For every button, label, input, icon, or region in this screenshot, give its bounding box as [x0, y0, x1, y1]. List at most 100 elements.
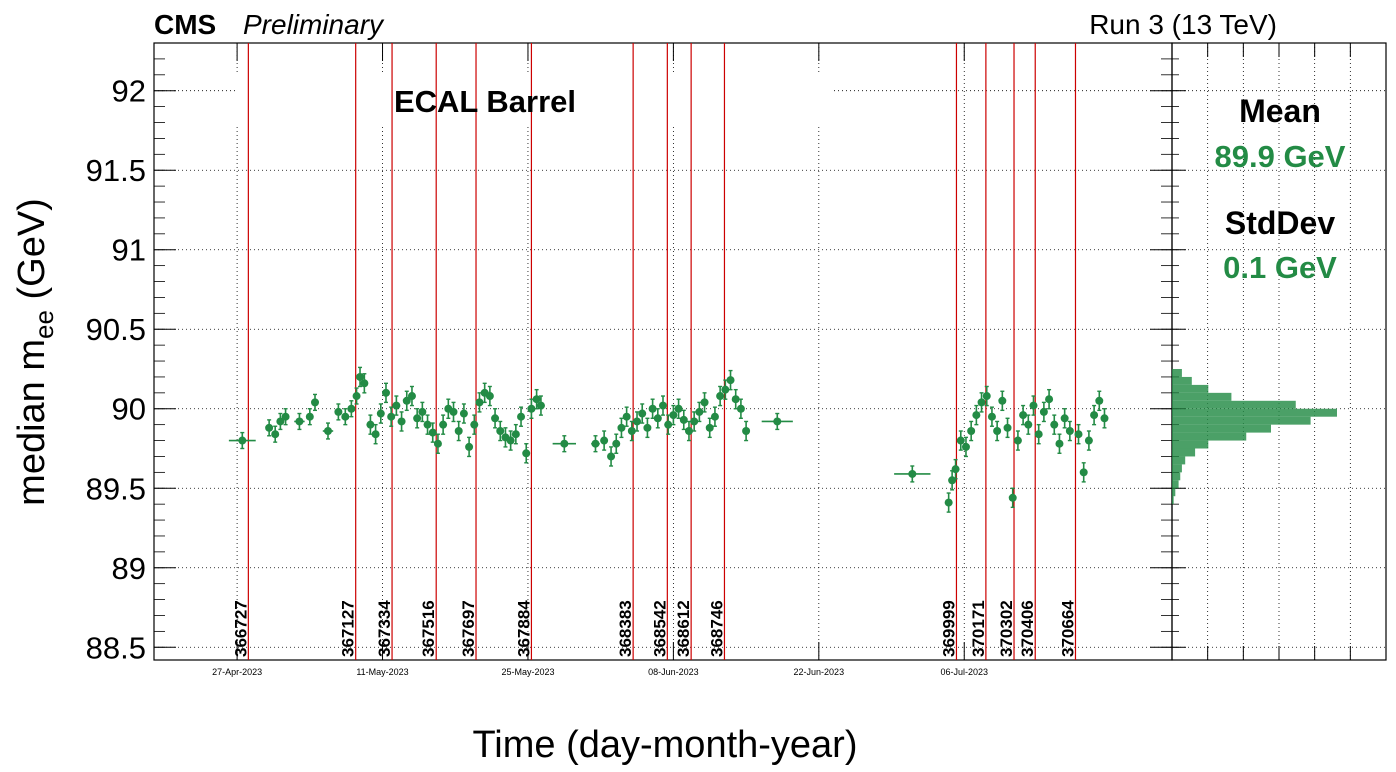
data-point — [987, 406, 996, 427]
marker — [360, 379, 369, 388]
marker — [341, 412, 350, 421]
marker — [1050, 420, 1059, 429]
data-point — [998, 390, 1007, 412]
data-point — [695, 401, 704, 423]
marker — [705, 423, 714, 432]
x-tick-label: 22-Jun-2023 — [794, 667, 845, 677]
data-point — [532, 388, 541, 410]
marker — [653, 414, 662, 423]
marker — [392, 401, 401, 410]
data-point — [506, 430, 515, 451]
data-point — [347, 400, 356, 418]
y-tick-label: 90.5 — [86, 312, 146, 347]
marker — [323, 427, 332, 436]
data-point — [1065, 420, 1074, 442]
run-marker-label: 366727 — [231, 600, 250, 657]
marker — [522, 449, 531, 458]
marker — [295, 417, 304, 426]
marker — [423, 420, 432, 429]
marker — [742, 427, 751, 436]
marker — [977, 398, 986, 407]
histogram-bin — [1172, 472, 1181, 481]
data-points — [228, 366, 1109, 513]
marker — [265, 423, 274, 432]
marker — [1003, 423, 1012, 432]
data-point — [1055, 433, 1064, 454]
data-point — [265, 419, 274, 437]
run-marker-label: 367127 — [339, 600, 358, 657]
marker — [352, 392, 361, 401]
marker — [356, 372, 365, 381]
marker — [674, 404, 683, 413]
data-point — [352, 387, 361, 405]
data-point — [271, 425, 280, 443]
data-point — [1095, 390, 1104, 412]
data-point — [334, 403, 343, 421]
data-point — [710, 406, 719, 427]
data-point — [972, 404, 981, 426]
histogram-bin — [1172, 440, 1209, 449]
run-marker-label: 368746 — [707, 600, 726, 657]
marker — [908, 469, 917, 478]
data-point — [1034, 423, 1043, 445]
data-point — [311, 393, 320, 412]
x-tick-label: 27-Apr-2023 — [212, 667, 262, 677]
marker — [684, 427, 693, 436]
data-point — [617, 417, 626, 439]
data-point — [700, 392, 709, 413]
y-tick-label: 88.5 — [86, 630, 146, 665]
y-axis-title-unit: (GeV) — [11, 198, 53, 310]
data-point — [951, 458, 960, 480]
data-point — [612, 433, 621, 454]
histogram-bin — [1172, 376, 1192, 385]
marker — [1008, 493, 1017, 502]
data-point — [638, 403, 647, 424]
marker — [1090, 411, 1099, 420]
side-axis — [1172, 42, 1351, 660]
marker — [560, 439, 569, 448]
x-tick-label: 25-May-2023 — [501, 667, 554, 677]
data-point — [1003, 417, 1012, 439]
marker — [972, 411, 981, 420]
data-point — [496, 420, 505, 442]
y-axis-title-main: median m — [11, 339, 53, 506]
mean-value: 89.9 GeV — [1215, 139, 1346, 174]
data-point — [761, 412, 793, 431]
data-point — [1060, 408, 1069, 429]
data-point — [1008, 487, 1017, 509]
data-point — [366, 414, 375, 435]
run-markers: 366727 367127 367334 367516 367697 367884 3683… — [231, 43, 1077, 660]
data-point — [622, 406, 631, 427]
marker — [347, 404, 356, 413]
marker — [695, 407, 704, 416]
marker — [517, 412, 526, 421]
data-point — [1045, 388, 1054, 410]
run-marker-label: 368383 — [616, 600, 635, 657]
marker — [439, 420, 448, 429]
data-point — [475, 392, 484, 413]
marker — [281, 412, 290, 421]
marker — [428, 428, 437, 437]
experiment-label: CMS — [154, 9, 216, 40]
mean-label: Mean — [1239, 93, 1321, 129]
marker — [627, 427, 636, 436]
histogram-bin — [1172, 448, 1196, 457]
marker — [1024, 420, 1033, 429]
marker — [700, 398, 709, 407]
marker — [459, 409, 468, 418]
y-tick-label: 91.5 — [86, 153, 146, 188]
marker — [1065, 427, 1074, 436]
y-tick-label: 89.5 — [86, 471, 146, 506]
data-point — [956, 430, 965, 451]
panel-label-box — [236, 72, 832, 126]
histogram-bin — [1172, 480, 1179, 489]
marker — [721, 385, 730, 394]
data-point — [281, 408, 290, 426]
run-marker-label: 370664 — [1058, 600, 1077, 657]
data-point — [428, 422, 437, 443]
data-point — [418, 401, 427, 423]
marker — [679, 415, 688, 424]
run-marker-label: 368612 — [674, 600, 693, 657]
marker — [465, 442, 474, 451]
x-tick-label: 11-May-2023 — [356, 667, 408, 677]
